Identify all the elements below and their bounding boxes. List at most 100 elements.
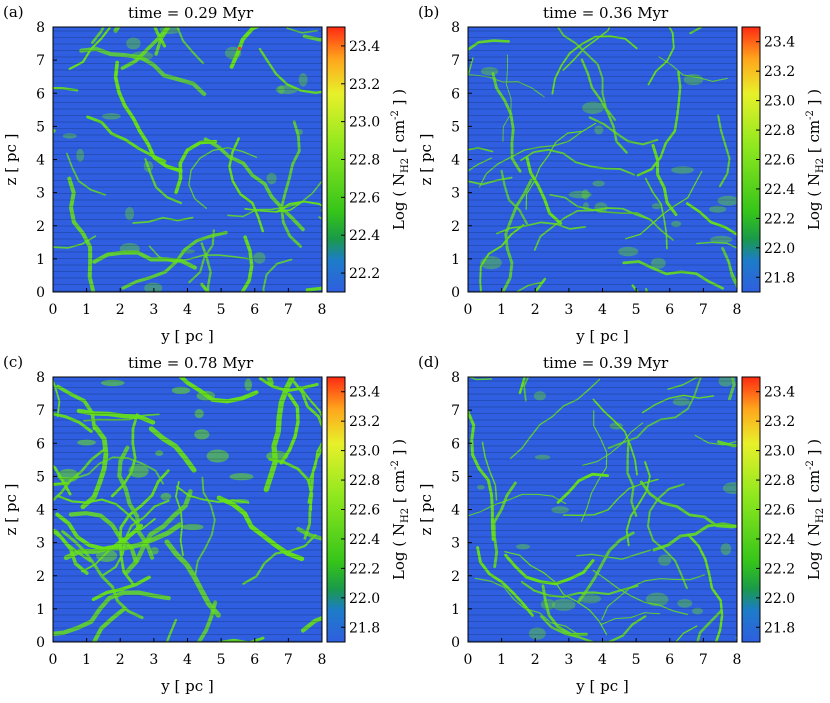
filament <box>188 147 258 209</box>
dense-clump <box>540 598 556 610</box>
filament <box>120 27 171 70</box>
y-tick-label: 0 <box>36 635 45 651</box>
dense-clump <box>528 627 546 640</box>
y-tick-label: 1 <box>451 252 460 268</box>
colorbar-tick-label: 23.4 <box>349 39 380 55</box>
dense-clump <box>551 598 576 611</box>
dense-clump <box>160 492 172 501</box>
filament <box>675 625 698 642</box>
y-tick-label: 8 <box>36 20 45 36</box>
filament <box>534 277 547 292</box>
colorbar-tick-label: 22.6 <box>349 190 380 206</box>
filament <box>468 157 492 172</box>
panel-a: 0 1 2 3 4 5 6 7 8 0 1 2 3 4 5 6 7 8 (a) time = 0.29 Myr y [ … <box>0 0 415 349</box>
y-tick-label: 0 <box>36 285 45 301</box>
filament <box>468 74 545 98</box>
filament <box>66 152 107 196</box>
filament <box>203 137 305 232</box>
x-tick-label: 7 <box>699 302 708 318</box>
y-tick-label: 4 <box>451 153 460 169</box>
y-tick-label: 8 <box>451 20 460 36</box>
dense-clump <box>709 205 727 213</box>
dense-clump <box>159 27 181 34</box>
x-tick-label: 3 <box>149 652 158 668</box>
filament <box>468 410 495 541</box>
filament <box>577 531 635 604</box>
dense-clump <box>181 523 204 531</box>
field-vectors <box>468 30 737 292</box>
filament-layer <box>53 27 322 292</box>
dense-clump <box>206 449 229 463</box>
y-tick-label: 6 <box>36 436 45 452</box>
x-tick-label: 5 <box>632 652 641 668</box>
filament <box>468 176 513 186</box>
filament <box>53 412 93 433</box>
dense-clump <box>275 85 298 95</box>
filament <box>551 35 638 95</box>
colorbar-tick-label: 22.6 <box>764 503 795 519</box>
filament <box>53 449 105 502</box>
colorbar-tick-label: 23.0 <box>764 94 795 110</box>
filament <box>694 434 737 446</box>
y-tick-label: 7 <box>451 53 460 69</box>
filament <box>476 546 534 617</box>
filament <box>639 480 737 529</box>
panel-b: 0 1 2 3 4 5 6 7 8 0 1 2 3 4 5 6 7 8 (b) time = 0.36 Myr y [ … <box>415 0 830 349</box>
x-tick-label: 0 <box>464 652 473 668</box>
dense-clump <box>533 391 546 401</box>
colorbar-tick-label: 22.2 <box>764 211 795 227</box>
y-tick-label: 5 <box>451 119 460 135</box>
dense-clump <box>718 377 733 387</box>
filament <box>175 481 184 556</box>
x-axis-label: y [ pc ] <box>575 677 629 695</box>
filament <box>479 224 525 292</box>
y-tick-label: 6 <box>451 436 460 452</box>
x-tick-label: 8 <box>318 302 327 318</box>
x-tick-label: 4 <box>598 652 607 668</box>
x-tick-label: 1 <box>497 302 506 318</box>
filament <box>148 426 197 473</box>
filament <box>496 221 586 235</box>
colorbar-tick-label: 21.8 <box>349 620 380 636</box>
filament <box>525 122 597 210</box>
filament <box>79 46 207 97</box>
colorbar-tick-label: 22.4 <box>764 532 795 548</box>
filament <box>296 526 322 541</box>
filament <box>588 116 659 146</box>
filament <box>562 478 659 516</box>
filament <box>91 575 151 602</box>
x-tick-label: 7 <box>699 652 708 668</box>
filament <box>91 27 105 44</box>
colorbar-tick-label: 22.4 <box>349 228 380 244</box>
filament <box>91 606 127 642</box>
y-axis-label: z [ pc ] <box>2 134 20 186</box>
filament <box>468 57 474 77</box>
dense-clump <box>76 148 85 162</box>
dense-clump <box>480 256 502 270</box>
x-axis-label: y [ pc ] <box>575 327 629 345</box>
filament <box>200 242 212 292</box>
dense-clump <box>480 67 499 76</box>
dense-clump <box>671 166 694 174</box>
chart-svg: 0 1 2 3 4 5 6 7 8 0 1 2 3 4 5 6 7 8 (d) time = 0.39 Myr y [ … <box>417 353 826 695</box>
y-tick-label: 3 <box>451 186 460 202</box>
y-tick-label: 7 <box>36 403 45 419</box>
filament <box>188 229 215 284</box>
filament <box>468 147 494 153</box>
filament <box>601 574 705 621</box>
chart-title: time = 0.39 Myr <box>543 354 669 372</box>
y-axis-label: z [ pc ] <box>417 134 435 186</box>
filament <box>302 34 322 42</box>
y-tick-label: 6 <box>36 86 45 102</box>
filament <box>299 386 322 512</box>
filament <box>658 56 728 82</box>
y-tick-label: 4 <box>451 503 460 519</box>
filament <box>468 493 567 517</box>
dense-clump <box>609 422 623 430</box>
y-tick-label: 8 <box>451 370 460 386</box>
filament <box>285 27 318 34</box>
filament <box>580 58 628 154</box>
field-vectors <box>53 30 322 292</box>
y-tick-label: 4 <box>36 153 45 169</box>
filament <box>622 260 725 290</box>
